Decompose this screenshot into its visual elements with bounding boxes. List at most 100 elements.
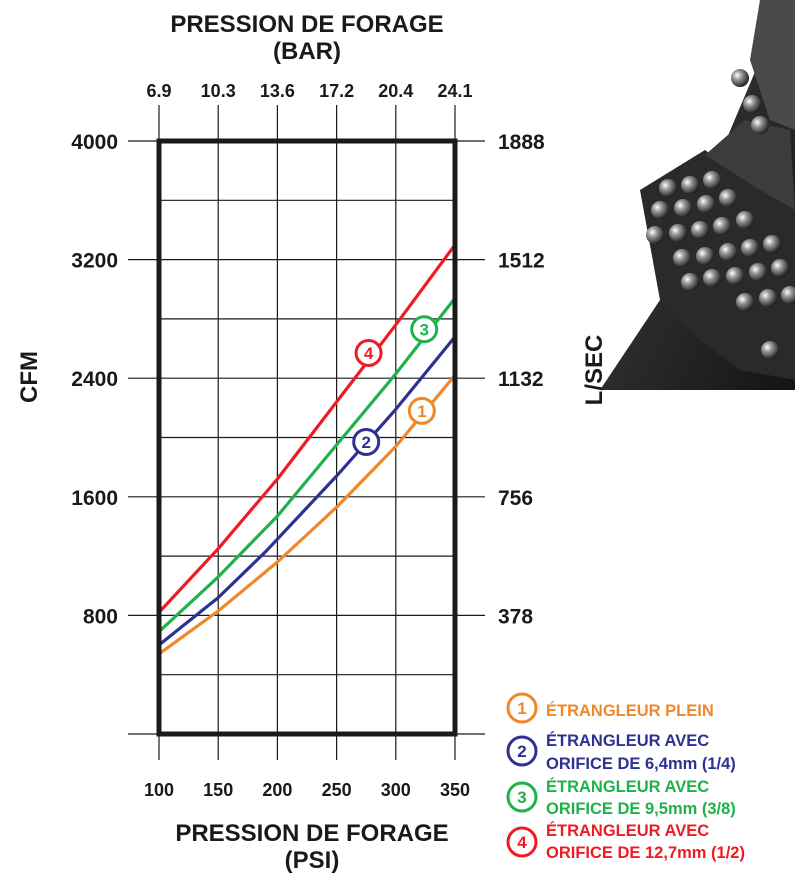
marker-circle [354, 338, 383, 367]
carbide-button-2 [703, 171, 721, 189]
legend-label: ÉTRANGLEUR AVEC [546, 731, 709, 750]
carbide-button-19 [726, 267, 744, 285]
bar-tick-label: 13.6 [260, 81, 295, 101]
psi-tick-label: 200 [262, 780, 292, 800]
legend-marker-circle [506, 735, 538, 767]
carbide-button-6 [719, 189, 737, 207]
legend-marker-number: 1 [517, 699, 526, 718]
plot-frame [156, 138, 458, 737]
cfm-tick-label: 1600 [71, 487, 118, 510]
cfm-tick-label: 2400 [71, 368, 118, 391]
lsec-tick-label: 1512 [498, 250, 545, 273]
cfm-tick-label: 800 [83, 605, 118, 628]
top-title-line1: PRESSION DE FORAGE [170, 11, 443, 38]
legend-item-4: 4 ÉTRANGLEUR AVEC ORIFICE DE 12,7mm (1/2) [506, 821, 745, 862]
legend-marker-circle [506, 826, 538, 858]
lsec-tick-label: 378 [498, 605, 533, 628]
lsec-tick-label: 1132 [498, 368, 544, 391]
carbide-button-8 [669, 224, 687, 242]
marker-circle [352, 427, 381, 456]
top-axis-ticks: 6.9 10.3 13.6 17.2 20.4 24.1 [146, 81, 472, 101]
carbide-button-1 [681, 176, 699, 194]
carbide-button-0 [659, 179, 677, 197]
series-line-1 [158, 374, 457, 656]
legend-marker-circle [506, 781, 538, 813]
horizontal-gridlines [128, 140, 485, 735]
psi-tick-label: 150 [203, 780, 233, 800]
carbide-button-12 [673, 249, 691, 267]
carbide-button-10 [713, 217, 731, 235]
bar-tick-label: 20.4 [378, 81, 413, 101]
marker-number: 3 [419, 320, 428, 339]
psi-tick-label: 350 [440, 780, 470, 800]
curve-marker-4: 4 [354, 338, 383, 367]
lsec-tick-label: 1888 [498, 131, 545, 154]
curve-marker-2: 2 [352, 427, 381, 456]
carbide-button-27 [743, 95, 761, 113]
carbide-button-5 [697, 195, 715, 213]
y-axis-label-right: L/SEC [581, 335, 608, 406]
series-line-3 [157, 297, 457, 633]
carbide-button-15 [741, 239, 759, 257]
carbide-button-11 [736, 211, 754, 229]
bar-tick-label: 6.9 [146, 81, 171, 101]
series-line-4 [157, 243, 457, 614]
carbide-button-16 [763, 235, 781, 253]
psi-tick-label: 100 [144, 780, 174, 800]
legend-item-2: 2 ÉTRANGLEUR AVEC ORIFICE DE 6,4mm (1/4) [506, 731, 736, 773]
carbide-button-24 [759, 289, 777, 307]
carbide-button-26 [731, 69, 749, 87]
marker-number: 4 [364, 344, 374, 363]
vertical-gridlines [158, 105, 456, 760]
bottom-axis-ticks: 100 150 200 250 300 350 [144, 780, 470, 800]
carbide-button-14 [719, 243, 737, 261]
legend-label: ORIFICE DE 6,4mm (1/4) [546, 755, 736, 773]
marker-circle [410, 315, 439, 344]
legend-label: ORIFICE DE 12,7mm (1/2) [546, 844, 745, 862]
carbide-button-3 [651, 201, 669, 219]
legend-marker-number: 4 [517, 833, 527, 852]
bottom-title-line2: (PSI) [285, 847, 340, 873]
carbide-button-25 [781, 286, 795, 304]
marker-number: 1 [417, 402, 426, 421]
carbide-button-21 [771, 259, 789, 277]
carbide-button-4 [674, 199, 692, 217]
series-line-2 [157, 335, 457, 647]
legend-marker-number: 2 [517, 742, 526, 761]
legend-marker-number: 3 [517, 788, 526, 807]
y-axis-label-left: CFM [16, 351, 43, 403]
carbide-button-28 [751, 116, 769, 134]
curve-markers: 1 2 3 4 [352, 315, 439, 456]
legend-label: ÉTRANGLEUR PLEIN [546, 701, 714, 720]
marker-circle [407, 396, 436, 425]
curve-marker-3: 3 [410, 315, 439, 344]
bar-tick-label: 24.1 [437, 81, 472, 101]
carbide-button-17 [681, 273, 699, 291]
legend-marker-circle [506, 692, 538, 724]
carbide-button-23 [736, 293, 754, 311]
cfm-tick-label: 4000 [71, 131, 118, 154]
bottom-title-line1: PRESSION DE FORAGE [175, 820, 448, 847]
cfm-tick-label: 3200 [71, 250, 118, 273]
carbide-button-18 [703, 269, 721, 287]
carbide-button-22 [761, 341, 779, 359]
legend-label: ÉTRANGLEUR AVEC [546, 821, 709, 840]
psi-tick-label: 250 [322, 780, 352, 800]
carbide-button-13 [696, 247, 714, 265]
legend-label: ORIFICE DE 9,5mm (3/8) [546, 800, 736, 818]
legend-item-1: 1 ÉTRANGLEUR PLEIN [506, 692, 714, 724]
top-title-line2: (BAR) [273, 38, 341, 65]
series-lines [157, 243, 457, 656]
marker-number: 2 [361, 433, 370, 452]
drill-bit-photo [600, 0, 795, 390]
left-axis-ticks: 800 1600 2400 3200 4000 [71, 131, 118, 628]
bar-tick-label: 17.2 [319, 81, 354, 101]
curve-marker-1: 1 [407, 396, 436, 425]
right-axis-ticks: 378 756 1132 1512 1888 [498, 131, 545, 628]
psi-tick-label: 300 [381, 780, 411, 800]
lsec-tick-label: 756 [498, 487, 533, 510]
carbide-button-20 [749, 263, 767, 281]
carbide-button-7 [646, 226, 664, 244]
bar-tick-label: 10.3 [201, 81, 236, 101]
